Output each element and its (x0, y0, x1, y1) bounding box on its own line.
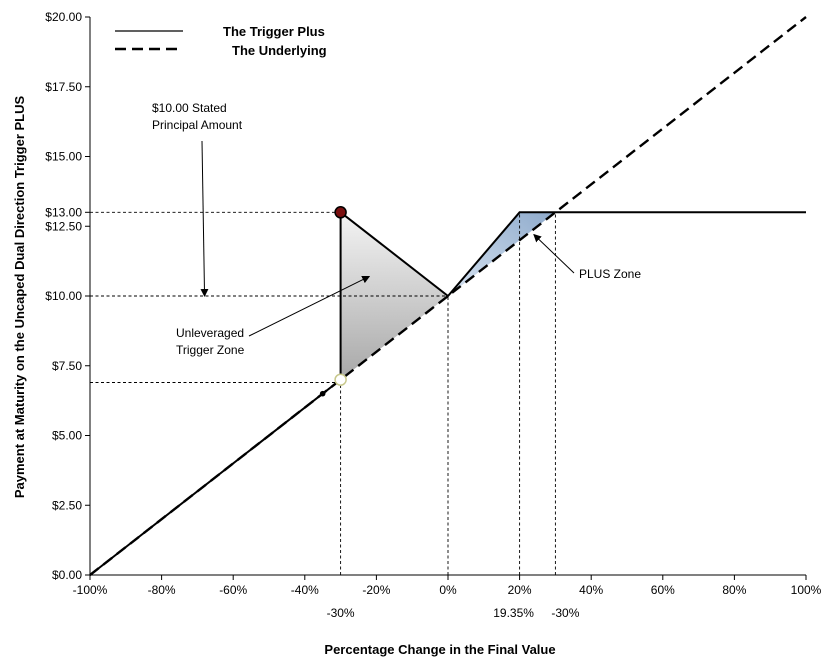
x-extra-label: -30% (551, 606, 579, 620)
legend-label-trigger-plus: The Trigger Plus (223, 24, 325, 39)
y-tick-label: $0.00 (52, 568, 82, 582)
marker-point-hollow (335, 374, 346, 385)
x-tick-label: 20% (508, 583, 532, 597)
y-tick-label: $10.00 (45, 289, 82, 303)
y-tick-label: $7.50 (52, 359, 82, 373)
x-tick-label: -40% (291, 583, 319, 597)
x-tick-label: 0% (439, 583, 457, 597)
x-tick-label: -100% (73, 583, 108, 597)
x-tick-label: 60% (651, 583, 675, 597)
x-tick-label: 40% (579, 583, 603, 597)
y-tick-label: $5.00 (52, 429, 82, 443)
x-extra-label: -30% (327, 606, 355, 620)
y-tick-label: $2.50 (52, 498, 82, 512)
annotation-plus-zone-arrow (534, 235, 574, 273)
y-tick-label: $12.50 (45, 219, 82, 233)
x-tick-label: -80% (148, 583, 176, 597)
marker-dot (320, 391, 326, 397)
legend: The Trigger Plus The Underlying (115, 24, 327, 58)
annotation-trigger-zone-text: Unleveraged (176, 326, 244, 340)
y-tick-label: $17.50 (45, 80, 82, 94)
x-tick-label: 80% (722, 583, 746, 597)
series-line-trigger-plus (90, 212, 806, 575)
annotation-principal-arrow (202, 141, 205, 296)
x-tick-label: -20% (362, 583, 390, 597)
annotation-principal-text: $10.00 Stated (152, 101, 227, 115)
annotation-plus-zone-text: PLUS Zone (579, 267, 641, 281)
x-tick-label: -60% (219, 583, 247, 597)
annotation-principal-text: Principal Amount (152, 118, 243, 132)
y-tick-label: $13.00 (45, 205, 82, 219)
annotation-trigger-zone-text: Trigger Zone (176, 343, 245, 357)
y-tick-label: $20.00 (45, 10, 82, 24)
y-tick-label: $15.00 (45, 150, 82, 164)
x-axis-title: Percentage Change in the Final Value (324, 642, 555, 657)
marker-point (335, 207, 346, 218)
x-tick-label: 100% (791, 583, 822, 597)
legend-label-underlying: The Underlying (232, 43, 327, 58)
y-axis-title: Payment at Maturity on the Uncaped Dual … (12, 96, 27, 499)
x-extra-label: 19.35% (493, 606, 534, 620)
